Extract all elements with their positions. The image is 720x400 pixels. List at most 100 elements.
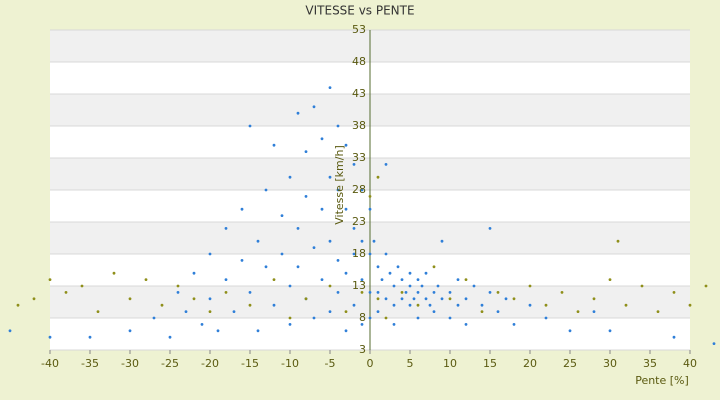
chart-title: VITESSE vs PENTE (305, 4, 414, 18)
point (432, 291, 436, 294)
point (416, 278, 420, 281)
x-tick-label: 20 (523, 357, 537, 370)
point (456, 278, 460, 281)
y-tick-label: 23 (352, 215, 366, 228)
y-tick-label: 3 (359, 343, 366, 356)
point (312, 105, 316, 109)
point (488, 291, 492, 294)
point (264, 265, 268, 269)
point (448, 297, 452, 301)
point (672, 335, 676, 339)
point (448, 316, 452, 320)
point (704, 284, 708, 288)
point (472, 284, 476, 288)
point (424, 271, 428, 275)
point (296, 111, 300, 115)
point (384, 252, 388, 256)
point (640, 284, 644, 288)
point (528, 303, 532, 307)
y-tick-label: 33 (352, 151, 366, 164)
point (712, 342, 716, 345)
point (128, 297, 132, 301)
point (432, 310, 436, 313)
point (376, 310, 380, 313)
point (360, 278, 364, 281)
point (456, 303, 460, 307)
point (208, 297, 212, 301)
point (528, 284, 532, 288)
x-tick-label: 25 (563, 357, 577, 370)
point (416, 303, 420, 307)
point (344, 207, 348, 211)
point (144, 278, 148, 281)
point (392, 303, 396, 307)
point (184, 310, 188, 313)
point (368, 207, 372, 211)
point (176, 291, 180, 294)
y-tick-label: 38 (352, 119, 366, 132)
point (256, 239, 260, 243)
point (360, 323, 364, 326)
point (352, 227, 356, 230)
point (328, 239, 332, 243)
point (384, 316, 388, 320)
x-tick-label: 0 (367, 357, 374, 370)
point (448, 291, 452, 294)
point (352, 252, 356, 256)
point (8, 329, 12, 333)
x-tick-label: -40 (41, 357, 59, 370)
point (328, 86, 332, 89)
y-tick-label: 8 (359, 311, 366, 324)
point (504, 297, 508, 301)
point (176, 284, 180, 288)
point (496, 310, 500, 313)
point (208, 252, 212, 256)
point (400, 291, 404, 294)
point (608, 329, 612, 333)
point (344, 310, 348, 313)
point (240, 259, 244, 262)
point (288, 175, 292, 179)
point (384, 297, 388, 301)
point (328, 310, 332, 313)
point (496, 291, 500, 294)
point (344, 143, 348, 147)
point (320, 207, 324, 211)
y-tick-label: 43 (352, 87, 366, 100)
point (624, 303, 628, 307)
point (64, 291, 68, 294)
x-tick-label: 35 (643, 357, 657, 370)
point (304, 297, 308, 301)
point (416, 291, 420, 294)
point (272, 278, 276, 281)
point (304, 195, 308, 198)
y-tick-label: 13 (352, 279, 366, 292)
point (208, 310, 212, 313)
point (304, 150, 308, 154)
point (224, 291, 228, 294)
point (568, 329, 572, 333)
point (96, 310, 100, 313)
point (424, 297, 428, 301)
point (388, 271, 392, 275)
point (152, 316, 156, 320)
x-axis-title: Pente [%] (635, 374, 689, 387)
point (192, 297, 196, 301)
point (368, 316, 372, 320)
point (328, 284, 332, 288)
point (248, 303, 252, 307)
point (368, 252, 372, 256)
x-tick-label: -5 (325, 357, 336, 370)
point (360, 239, 364, 243)
point (296, 227, 300, 230)
point (672, 291, 676, 294)
point (560, 291, 564, 294)
point (360, 291, 364, 294)
point (16, 303, 20, 307)
point (412, 297, 416, 301)
x-tick-label: -35 (81, 357, 99, 370)
y-axis-title: Vitesse [km/h] (333, 145, 346, 225)
point (288, 284, 292, 288)
point (376, 265, 380, 269)
point (512, 297, 516, 301)
